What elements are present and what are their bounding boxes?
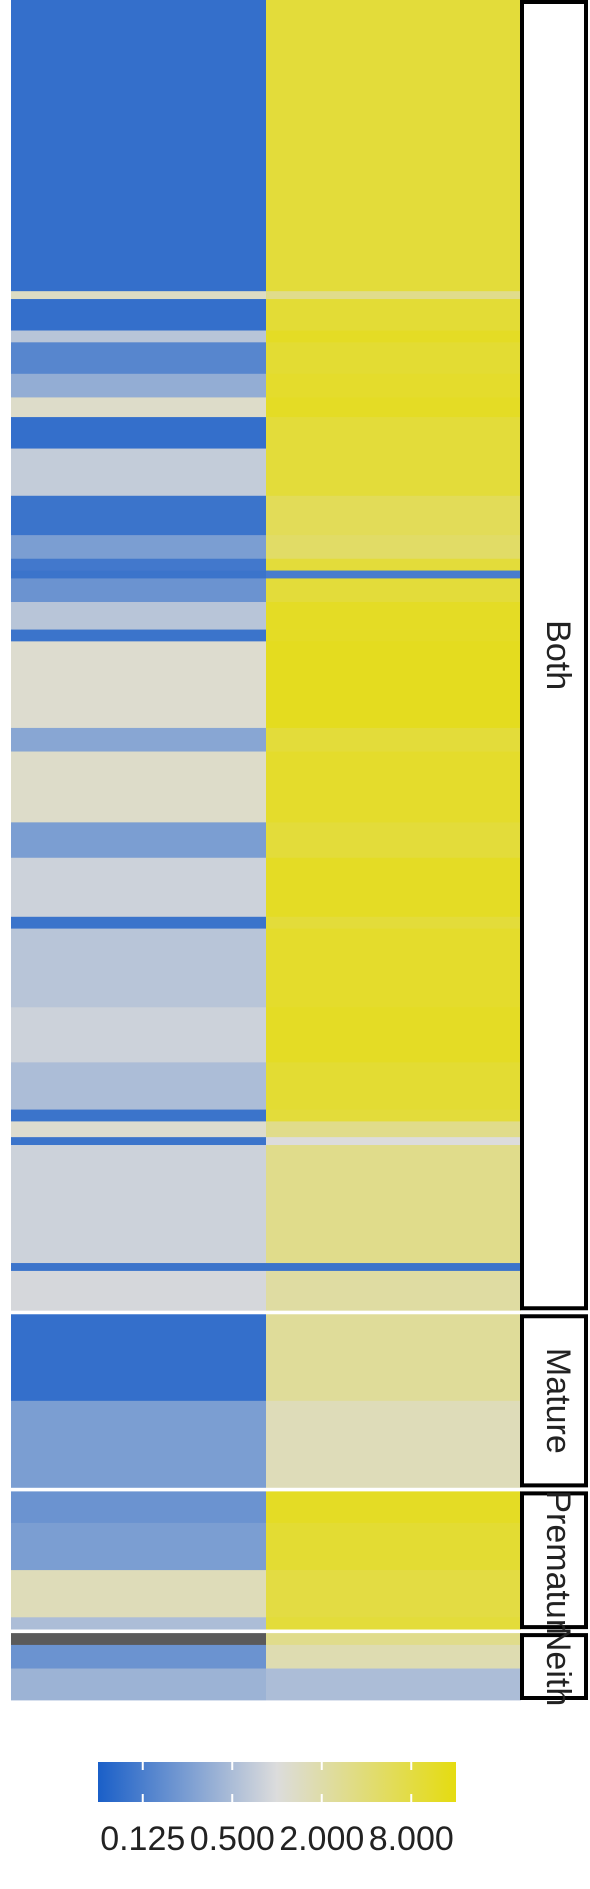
heatmap-cell [266,1270,521,1311]
heatmap-cell [11,1121,266,1138]
facet-label: Both [539,620,577,690]
heatmap-cell [11,397,266,418]
heatmap-cell [11,641,266,729]
color-legend: 0.125 0.500 2.000 8.000 [98,1762,456,1858]
heatmap-cell [266,1145,521,1264]
heatmap-cell [266,578,521,603]
heatmap-cells [11,0,521,1701]
legend-colorbar [98,1762,456,1802]
heatmap-cell [11,1400,266,1488]
heatmap-cell [266,727,521,752]
heatmap-cell [266,916,521,929]
heatmap-cell [266,558,521,571]
heatmap-cell [11,1263,266,1272]
heatmap-cell [266,857,521,918]
heatmap-cell [266,1668,521,1701]
heatmap-cell [266,1522,521,1571]
heatmap-cell [11,495,266,536]
heatmap-cell [11,1137,266,1146]
heatmap-cell [11,1522,266,1571]
facet-strip-box [520,1491,588,1630]
heatmap-cell [266,641,521,729]
heatmap-cell [266,0,521,292]
heatmap-cell [11,602,266,630]
heatmap-cell [266,535,521,560]
heatmap-cell [266,1400,521,1488]
heatmap-cell [266,1617,521,1630]
facet-strip-box [520,1314,588,1488]
heatmap-cell [266,373,521,398]
heatmap-cell [266,417,521,449]
heatmap-cell [11,1007,266,1063]
heatmap-cell [266,1062,521,1110]
heatmap-cell [11,0,266,292]
heatmap-cell [11,578,266,603]
heatmap-cell [266,397,521,418]
legend-tick-label: 8.000 [369,1820,454,1858]
heatmap-cell [266,330,521,343]
legend-tick-label: 0.500 [190,1820,275,1858]
heatmap-cell [11,822,266,859]
heatmap-cell [266,1633,521,1646]
legend-ticks: 0.125 0.500 2.000 8.000 [100,1762,454,1858]
heatmap-cell [266,1263,521,1272]
heatmap-cell [266,1007,521,1063]
heatmap-cell [11,1270,266,1311]
heatmap-cell [11,1145,266,1264]
heatmap-cell [11,448,266,497]
heatmap-cell [11,299,266,331]
heatmap-cell [11,373,266,398]
heatmap-cell [11,751,266,823]
heatmap-cell [266,299,521,331]
heatmap-cell [11,417,266,449]
heatmap-cell [11,291,266,300]
heatmap-cell [266,928,521,1008]
heatmap-cell [11,1644,266,1669]
heatmap-cell [11,535,266,560]
heatmap-cell [11,570,266,579]
heatmap-cell [11,857,266,918]
facet-strip-box [520,1633,588,1700]
legend-tick-label: 0.125 [100,1820,185,1858]
facet-label: Mature [539,1348,577,1454]
heatmap-cell [266,1644,521,1669]
heatmap-cell [266,751,521,823]
heatmap-cell [11,1668,266,1701]
heatmap-cell [11,928,266,1008]
heatmap-cell [266,1109,521,1122]
heatmap-cell [11,1314,266,1402]
heatmap-cell [11,558,266,571]
heatmap-cell [11,1062,266,1110]
heatmap-cell [11,1617,266,1630]
heatmap-cell [266,1491,521,1524]
facet-label: Prematur [539,1490,577,1630]
heatmap-cell [11,727,266,752]
heatmap-cell [266,822,521,859]
heatmap-cell [266,602,521,630]
heatmap-cell [266,1121,521,1138]
heatmap-cell [266,495,521,536]
heatmap-cell [11,342,266,375]
facet-strip-box [520,0,588,1311]
heatmap-cell [266,629,521,642]
heatmap-cell [266,291,521,300]
heatmap-cell [11,1570,266,1618]
heatmap-cell [266,1314,521,1402]
heatmap-cell [266,342,521,375]
heatmap-cell [11,916,266,929]
heatmap-cell [266,448,521,497]
heatmap-cell [266,570,521,579]
heatmap-cell [11,1633,266,1646]
heatmap-cell [266,1570,521,1618]
facet-label: Neith [539,1627,577,1706]
heatmap-cell [11,1109,266,1122]
legend-tick-label: 2.000 [279,1820,364,1858]
heatmap-cell [266,1137,521,1146]
heatmap-cell [11,1491,266,1524]
heatmap-cell [11,629,266,642]
heatmap-cell [11,330,266,343]
